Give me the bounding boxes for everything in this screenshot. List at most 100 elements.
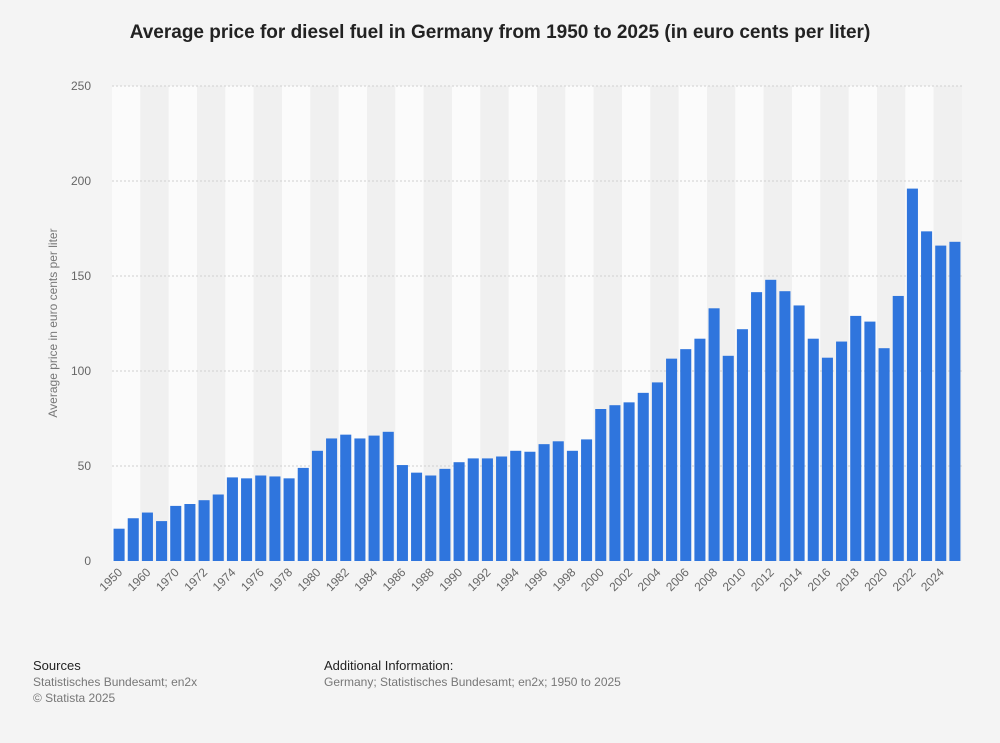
bar-1950[interactable] — [113, 528, 125, 561]
bar-1998[interactable] — [566, 450, 578, 561]
bar-1985[interactable] — [382, 431, 394, 561]
x-tick-label: 2014 — [776, 565, 805, 594]
bar-1977[interactable] — [269, 476, 281, 561]
bar-1992[interactable] — [481, 458, 493, 561]
bar-2021[interactable] — [892, 295, 904, 561]
bar-2003[interactable] — [637, 392, 649, 561]
bar-1974[interactable] — [226, 477, 238, 561]
x-tick-label: 2000 — [578, 565, 607, 594]
bar-2018[interactable] — [850, 315, 862, 561]
bar-1991[interactable] — [467, 458, 479, 561]
bar-2022[interactable] — [906, 188, 918, 561]
y-axis-label: Average price in euro cents per liter — [46, 228, 60, 417]
additional-info-text: Germany; Statistisches Bundesamt; en2x; … — [324, 675, 621, 689]
x-tick-label: 2018 — [833, 565, 862, 594]
bar-2013[interactable] — [779, 291, 791, 561]
bar-1986[interactable] — [396, 465, 408, 561]
x-tick-label: 1986 — [380, 565, 409, 594]
chart-title: Average price for diesel fuel in Germany… — [129, 22, 871, 43]
bar-2015[interactable] — [807, 338, 819, 561]
bar-2016[interactable] — [821, 357, 833, 561]
x-tick-label: 2010 — [720, 565, 749, 594]
bar-1984[interactable] — [368, 435, 380, 561]
bar-1997[interactable] — [552, 441, 564, 561]
bar-1976[interactable] — [255, 475, 267, 562]
bar-2011[interactable] — [751, 292, 763, 561]
bar-2006[interactable] — [680, 349, 692, 561]
bar-2008[interactable] — [708, 308, 720, 561]
bar-1970[interactable] — [170, 505, 182, 561]
bar-1955[interactable] — [127, 518, 139, 561]
sources-block: Sources Statistisches Bundesamt; en2x © … — [33, 658, 197, 706]
x-tick-label: 1960 — [125, 565, 154, 594]
bar-1988[interactable] — [425, 475, 437, 562]
band — [168, 86, 197, 561]
bar-2017[interactable] — [836, 341, 848, 561]
alternating-bands — [112, 86, 962, 561]
x-tick-label: 2002 — [606, 565, 635, 594]
bar-1996[interactable] — [538, 444, 550, 561]
bar-1965[interactable] — [156, 521, 168, 561]
x-tick-label: 1992 — [465, 565, 494, 594]
bar-1980[interactable] — [311, 450, 323, 561]
x-tick-label: 1982 — [323, 565, 352, 594]
bar-2014[interactable] — [793, 305, 805, 561]
gridlines — [112, 85, 962, 467]
x-tick-label: 1990 — [436, 565, 465, 594]
bar-1981[interactable] — [326, 438, 338, 561]
bar-1979[interactable] — [297, 467, 309, 561]
bar-1987[interactable] — [411, 472, 423, 561]
band — [140, 86, 169, 561]
bar-1971[interactable] — [184, 504, 196, 561]
bar-1994[interactable] — [510, 450, 522, 561]
bar-1960[interactable] — [141, 512, 153, 561]
x-tick-label: 2016 — [805, 565, 834, 594]
x-tick-label: 1978 — [266, 565, 295, 594]
bar-1972[interactable] — [198, 500, 210, 561]
bar-2024[interactable] — [935, 245, 947, 561]
bar-1995[interactable] — [524, 451, 536, 561]
bar-2025[interactable] — [949, 241, 961, 562]
x-tick-label: 1994 — [493, 565, 522, 594]
y-tick-label: 50 — [78, 459, 92, 473]
bar-2001[interactable] — [609, 405, 621, 561]
bar-2005[interactable] — [666, 358, 678, 561]
bar-1993[interactable] — [496, 456, 508, 562]
bar-1975[interactable] — [241, 478, 253, 561]
bar-2012[interactable] — [765, 279, 777, 561]
bar-1983[interactable] — [354, 438, 366, 561]
x-tick-label: 2024 — [918, 565, 947, 594]
x-tick-label: 1980 — [295, 565, 324, 594]
copyright-line: © Statista 2025 — [33, 691, 116, 705]
y-tick-label: 250 — [71, 79, 91, 93]
y-tick-label: 200 — [71, 174, 91, 188]
x-tick-label: 2012 — [748, 565, 777, 594]
bar-2002[interactable] — [623, 402, 635, 561]
bar-1973[interactable] — [212, 494, 224, 562]
bars — [113, 188, 961, 562]
bar-2020[interactable] — [878, 348, 890, 561]
band — [197, 86, 226, 561]
y-axis-ticks: 0 50 100 150 200 250 — [71, 79, 91, 568]
additional-info-block: Additional Information: Germany; Statist… — [324, 658, 621, 690]
y-tick-label: 100 — [71, 364, 91, 378]
bar-1990[interactable] — [453, 462, 465, 561]
bar-2010[interactable] — [736, 329, 748, 561]
y-tick-label: 150 — [71, 269, 91, 283]
bar-1989[interactable] — [439, 468, 451, 561]
x-tick-label: 1998 — [550, 565, 579, 594]
bar-2023[interactable] — [921, 231, 933, 561]
x-tick-label: 1974 — [210, 565, 239, 594]
bar-2019[interactable] — [864, 321, 876, 561]
sources-line-1: Statistisches Bundesamt; en2x — [33, 675, 198, 689]
x-tick-label: 1972 — [181, 565, 210, 594]
bar-2000[interactable] — [595, 409, 607, 561]
bar-2007[interactable] — [694, 338, 706, 561]
bar-1999[interactable] — [581, 439, 593, 561]
bar-2004[interactable] — [651, 382, 663, 561]
x-tick-label: 2022 — [890, 565, 919, 594]
bar-1978[interactable] — [283, 478, 295, 561]
bar-2009[interactable] — [722, 355, 734, 561]
bar-1982[interactable] — [340, 434, 352, 561]
x-tick-label: 2004 — [635, 565, 664, 594]
